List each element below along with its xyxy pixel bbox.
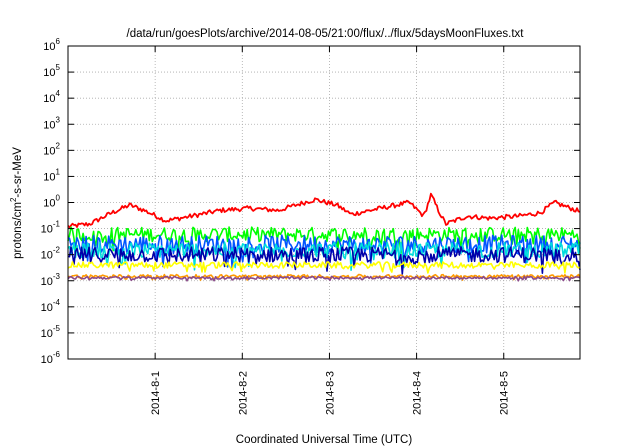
- x-axis: 2014-8-1 2014-8-2 2014-8-3 2014-8-4 2014-8-5: [150, 46, 511, 415]
- y-tick-label: 10-2: [41, 246, 61, 262]
- chart-title: /data/run/goesPlots/archive/2014-08-05/2…: [127, 28, 525, 40]
- y-tick-label: 106: [43, 37, 60, 53]
- y-axis-label: protons/cm2-s-sr-MeV: [9, 147, 24, 259]
- series-line-1: [67, 192, 581, 229]
- series-line-5: [67, 246, 581, 275]
- y-axis: 10-6 10-5 10-4 10-3 10-2 10-1 100 101 102 103 104 1…: [41, 37, 580, 366]
- y-tick-label: 10-3: [41, 272, 61, 288]
- x-axis-label: Coordinated Universal Time (UTC): [236, 434, 413, 446]
- series-line-6: [67, 261, 581, 274]
- x-tick-label: 2014-8-4: [412, 371, 424, 415]
- y-tick-label: 105: [43, 63, 60, 79]
- y-tick-label: 100: [43, 194, 60, 210]
- y-tick-label: 10-6: [41, 350, 61, 366]
- x-tick-label: 2014-8-1: [150, 371, 162, 415]
- series-group: [67, 192, 581, 282]
- y-tick-label: 10-5: [41, 324, 61, 340]
- x-tick-label: 2014-8-5: [499, 371, 511, 415]
- y-tick-label: 102: [43, 141, 60, 157]
- y-tick-label: 10-1: [41, 220, 61, 236]
- y-tick-label: 101: [43, 167, 60, 183]
- series-line-8: [67, 275, 581, 282]
- y-tick-label: 10-4: [41, 298, 61, 314]
- y-tick-label: 104: [43, 89, 60, 105]
- y-tick-label: 103: [43, 115, 60, 131]
- x-tick-label: 2014-8-2: [237, 371, 249, 415]
- x-tick-label: 2014-8-3: [324, 371, 336, 415]
- grid-lines: [68, 46, 580, 359]
